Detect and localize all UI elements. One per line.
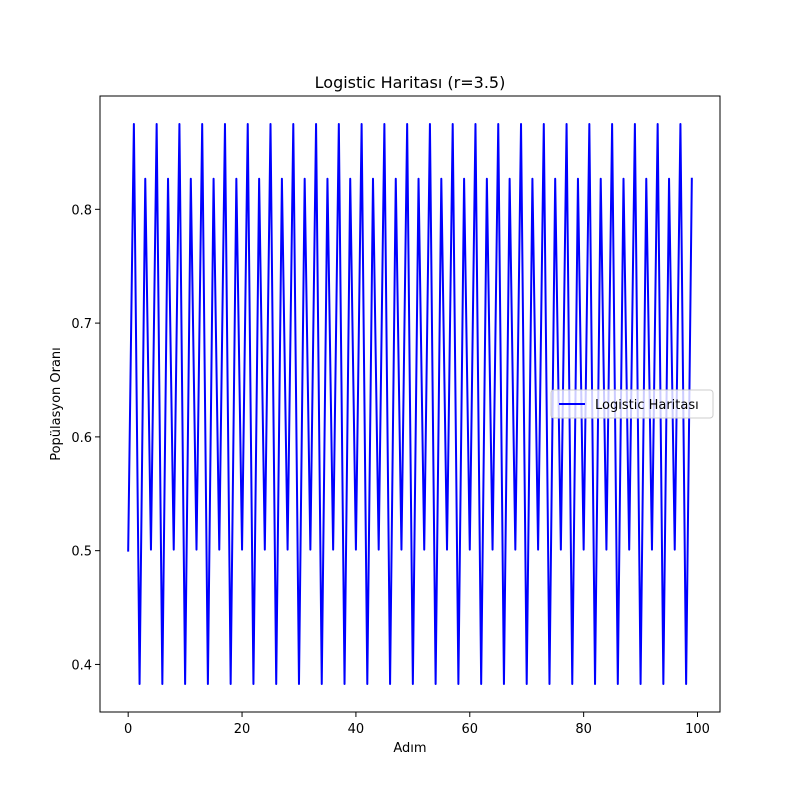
chart-title: Logistic Haritası (r=3.5) [315,73,506,92]
y-tick-label: 0.6 [71,431,92,446]
y-axis-ticks: 0.4 0.5 0.6 0.7 0.8 [71,203,100,673]
y-tick-label: 0.4 [71,658,92,673]
x-tick-label: 100 [685,722,710,737]
plot-frame [99,95,721,713]
y-tick-label: 0.5 [71,545,92,560]
series-layer [127,122,693,686]
x-axis-ticks: 0 20 40 60 80 100 [124,712,710,737]
y-tick-label: 0.7 [71,317,92,332]
x-tick-label: 80 [575,722,592,737]
x-tick-label: 60 [462,722,479,737]
x-tick-label: 0 [124,722,132,737]
y-axis-label: Popülasyon Oranı [49,347,64,461]
legend-box [550,389,714,419]
legend: Logistic Haritası [550,389,714,419]
legend-label: Logistic Haritası [595,398,699,413]
x-axis-label: Adım [393,741,426,756]
x-tick-label: 40 [348,722,365,737]
series-line-0 [127,122,693,686]
y-tick-label: 0.8 [71,203,92,218]
x-tick-label: 20 [234,722,251,737]
